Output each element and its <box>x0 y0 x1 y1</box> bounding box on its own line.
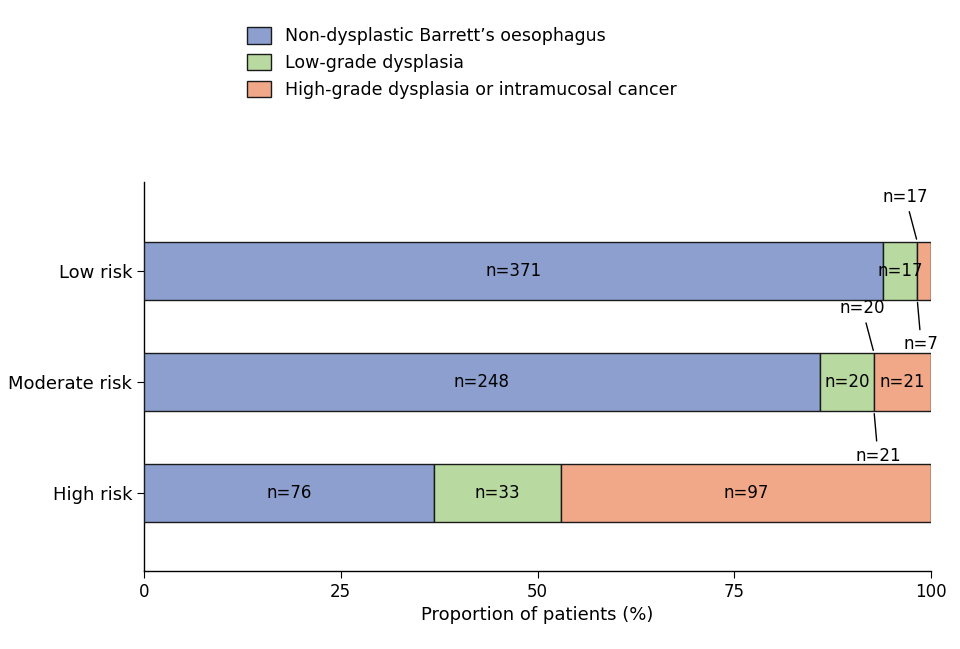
Legend: Non-dysplastic Barrett’s oesophagus, Low-grade dysplasia, High-grade dysplasia o: Non-dysplastic Barrett’s oesophagus, Low… <box>247 27 677 99</box>
Text: n=17: n=17 <box>882 188 928 239</box>
Text: n=21: n=21 <box>879 373 925 391</box>
Text: n=20: n=20 <box>824 373 870 391</box>
Text: n=20: n=20 <box>839 299 885 350</box>
Bar <box>820 353 874 411</box>
Bar <box>144 353 820 411</box>
Text: n=33: n=33 <box>474 484 520 502</box>
Text: n=17: n=17 <box>877 262 924 280</box>
Bar <box>144 464 435 522</box>
Bar <box>917 242 931 300</box>
Bar <box>874 353 931 411</box>
Text: n=248: n=248 <box>454 373 510 391</box>
Text: n=97: n=97 <box>723 484 769 502</box>
Text: n=7: n=7 <box>903 302 939 353</box>
Text: n=371: n=371 <box>486 262 541 280</box>
Text: n=76: n=76 <box>267 484 312 502</box>
Bar <box>144 242 883 300</box>
X-axis label: Proportion of patients (%): Proportion of patients (%) <box>421 606 654 624</box>
Text: n=21: n=21 <box>855 413 900 465</box>
Bar <box>435 464 561 522</box>
Bar <box>561 464 931 522</box>
Bar <box>883 242 917 300</box>
